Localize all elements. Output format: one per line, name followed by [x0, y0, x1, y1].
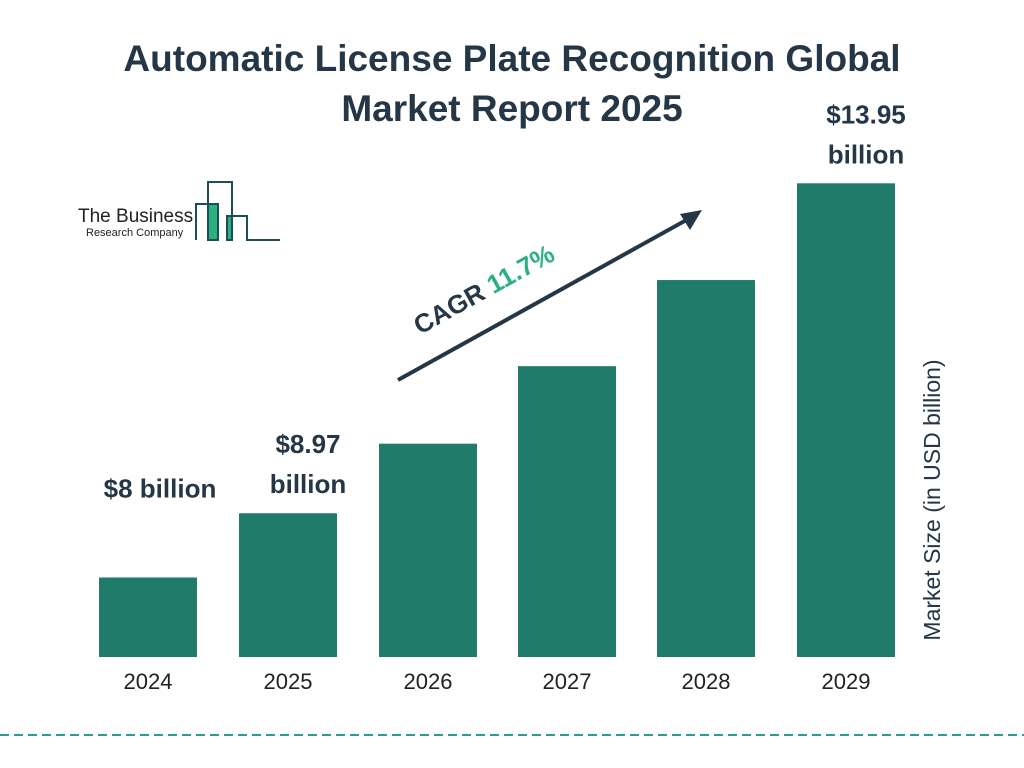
- logo-line-1: The Business: [78, 206, 193, 227]
- title-line-1: Automatic License Plate Recognition Glob…: [123, 38, 901, 79]
- x-tick-label: 2027: [543, 669, 592, 694]
- logo-bar-2: [227, 216, 233, 240]
- bar-2027: [518, 366, 616, 657]
- data-label: $13.95: [826, 99, 906, 129]
- logo-outline: [195, 181, 280, 241]
- data-label: billion: [828, 139, 905, 169]
- logo-bar-1: [207, 204, 217, 240]
- title-line-2: Market Report 2025: [341, 88, 683, 129]
- cagr-arrow-head: [680, 210, 702, 230]
- x-tick-label: 2028: [682, 669, 731, 694]
- x-tick-label: 2024: [124, 669, 173, 694]
- y-axis-label: Market Size (in USD billion): [919, 359, 945, 640]
- cagr-annotation: CAGR 11.7%: [408, 238, 559, 340]
- x-tick-label: 2026: [404, 669, 453, 694]
- bar-2024: [99, 577, 197, 657]
- data-label: $8 billion: [104, 474, 217, 504]
- cagr-arrow-line: [397, 216, 691, 382]
- bar-2028: [657, 280, 755, 657]
- bar-2026: [379, 443, 477, 657]
- chart-title: Automatic License Plate Recognition Glob…: [0, 34, 1024, 134]
- data-label: $8.97: [275, 429, 340, 459]
- bar-2029: [797, 183, 895, 657]
- x-tick-label: 2029: [822, 669, 871, 694]
- x-tick-label: 2025: [264, 669, 313, 694]
- bar-2025: [239, 513, 337, 657]
- data-label: billion: [270, 469, 347, 499]
- company-logo: The Business Research Company: [78, 181, 280, 241]
- cagr-value: 11.7%: [482, 238, 560, 299]
- cagr-prefix: CAGR: [408, 273, 496, 340]
- logo-line-2: Research Company: [86, 227, 184, 239]
